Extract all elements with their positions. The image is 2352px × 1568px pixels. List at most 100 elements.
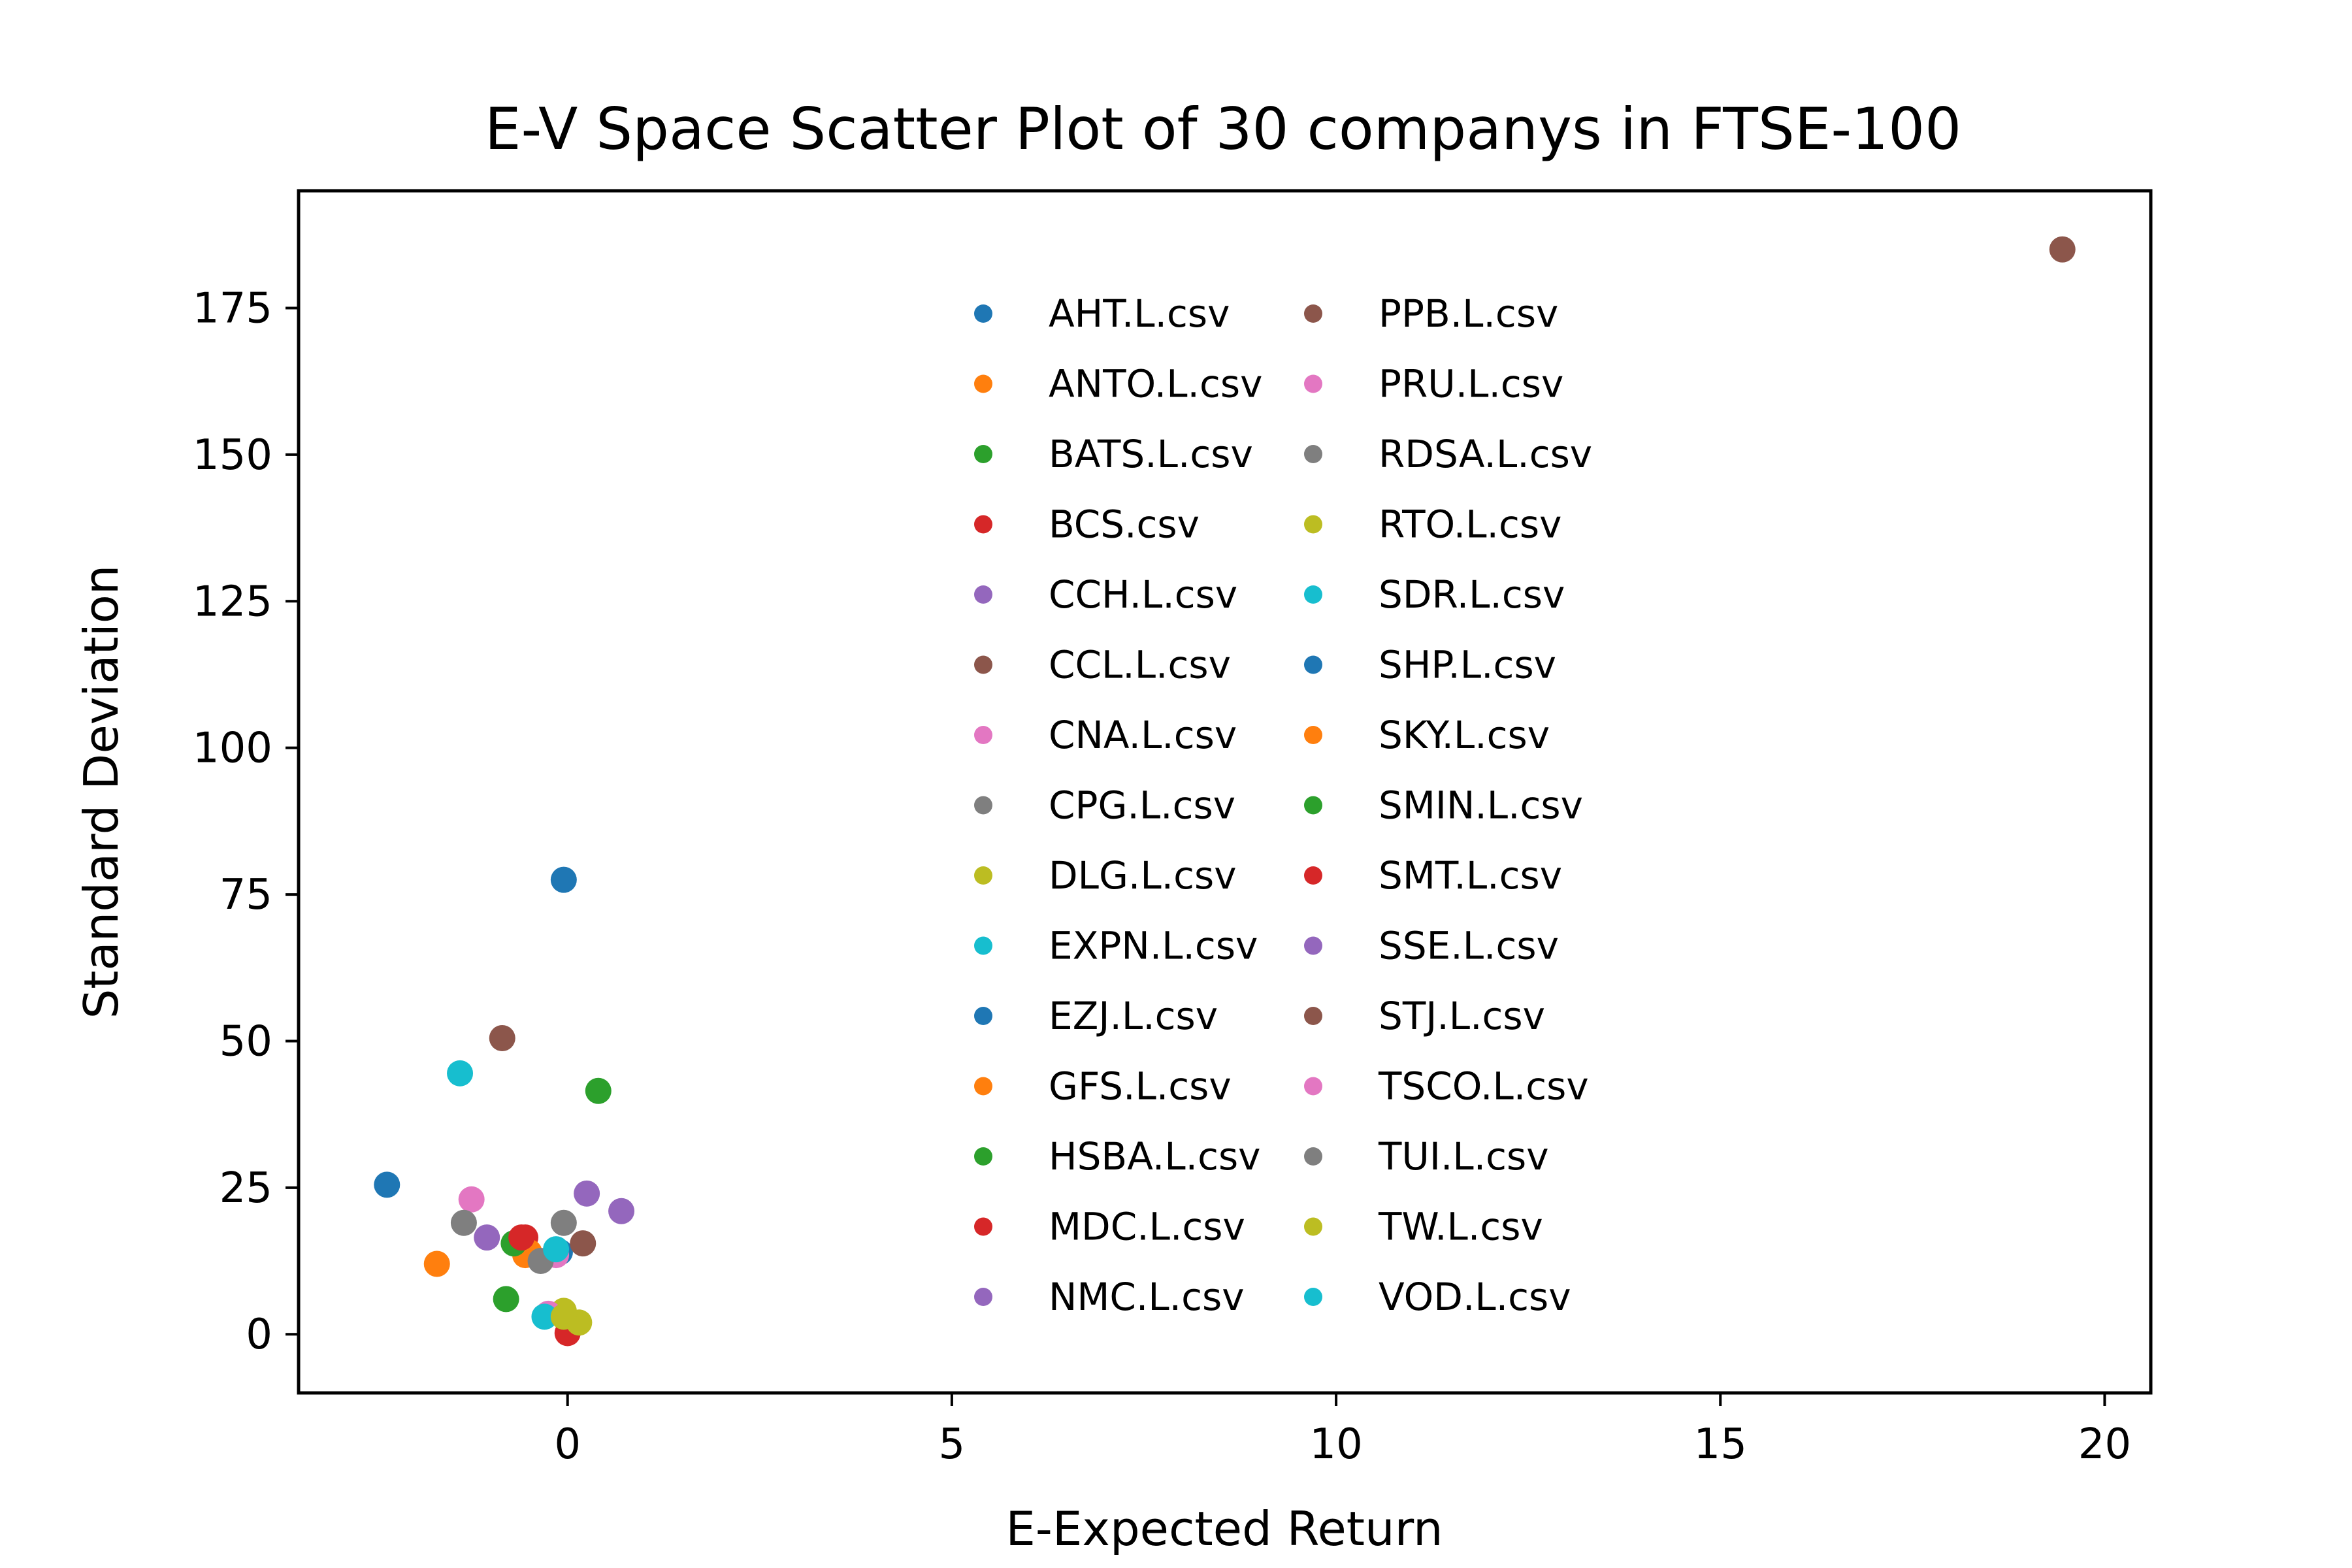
legend-label: HSBA.L.csv [1049,1134,1261,1179]
legend-label: BATS.L.csv [1049,432,1253,476]
data-point [543,1236,570,1263]
data-point [450,1209,477,1236]
legend-marker [1304,796,1322,815]
x-tick-label: 5 [939,1420,966,1469]
scatter-points [374,236,2076,1347]
legend-label: RDSA.L.csv [1379,432,1592,476]
data-point [474,1224,500,1251]
data-point [585,1077,612,1104]
legend-marker [974,1147,992,1166]
legend-label: NMC.L.csv [1049,1275,1245,1319]
data-point [608,1198,635,1224]
y-tick-label: 175 [193,285,272,333]
legend-marker [1304,1217,1322,1236]
legend-marker [1304,585,1322,604]
legend-label: SMIN.L.csv [1379,783,1583,828]
plot-area [297,189,2153,1395]
legend-marker [1304,866,1322,885]
legend-label: SKY.L.csv [1379,713,1550,757]
legend-label: TUI.L.csv [1378,1134,1549,1179]
legend-marker [974,1077,992,1096]
legend-label: BCS.csv [1049,502,1200,547]
legend-label: SHP.L.csv [1379,643,1556,687]
legend-label: ANTO.L.csv [1049,362,1262,406]
legend-label: EXPN.L.csv [1049,924,1258,968]
legend-marker [974,304,992,323]
x-tick-label: 15 [1694,1420,1747,1469]
legend-marker [974,936,992,955]
data-point [458,1186,485,1213]
data-point [531,1303,558,1330]
legend-marker [974,515,992,534]
data-point [550,866,577,893]
legend-marker [974,585,992,604]
y-axis-ticks: 0 25 50 75 100 125 150 175 [193,285,299,1359]
legend-marker [974,374,992,393]
data-point [508,1224,535,1251]
legend-marker [1304,936,1322,955]
legend-label: CPG.L.csv [1049,783,1235,828]
x-tick-label: 20 [2078,1420,2131,1469]
legend-label: CCL.L.csv [1049,643,1231,687]
y-tick-label: 150 [193,431,272,480]
data-point [550,1303,577,1330]
legend-label: AHT.L.csv [1049,291,1230,336]
y-tick-label: 125 [193,578,272,626]
legend-marker [974,1217,992,1236]
legend-marker [974,726,992,744]
legend-marker [974,1007,992,1025]
legend-label: PRU.L.csv [1379,362,1563,406]
legend-label: TW.L.csv [1378,1205,1543,1249]
legend-label: PPB.L.csv [1379,291,1558,336]
data-point [493,1286,519,1313]
data-point [374,1171,400,1198]
data-point [447,1060,474,1086]
legend-marker [1304,304,1322,323]
legend-label: SSE.L.csv [1379,924,1559,968]
y-axis-label: Standard Deviation [74,565,129,1019]
legend-label: RTO.L.csv [1379,502,1561,547]
x-axis-label: E-Expected Return [1005,1501,1443,1556]
legend-marker [1304,515,1322,534]
legend-label: EZJ.L.csv [1049,994,1218,1038]
legend-label: STJ.L.csv [1379,994,1545,1038]
y-tick-label: 25 [220,1164,272,1213]
legend-marker [974,866,992,885]
legend-marker [1304,1007,1322,1025]
data-point [570,1230,596,1257]
data-point [2049,236,2076,263]
legend: AHT.L.csv ANTO.L.csv BATS.L.csv BCS.csv CCH.… [974,291,1592,1319]
data-point [550,1209,577,1236]
legend-marker [1304,1077,1322,1096]
legend-label: TSCO.L.csv [1378,1064,1589,1109]
legend-marker [974,796,992,815]
legend-label: MDC.L.csv [1049,1205,1245,1249]
x-tick-label: 0 [554,1420,581,1469]
legend-marker [974,655,992,674]
legend-marker [1304,1147,1322,1166]
legend-marker [1304,726,1322,744]
data-point [489,1024,515,1051]
y-tick-label: 50 [220,1017,272,1066]
data-point [423,1250,450,1277]
legend-label: SDR.L.csv [1379,572,1565,617]
legend-marker [1304,1288,1322,1306]
legend-label: CNA.L.csv [1049,713,1237,757]
x-tick-label: 10 [1309,1420,1362,1469]
legend-marker [974,445,992,463]
data-point [574,1180,600,1207]
legend-marker [974,1288,992,1306]
legend-label: VOD.L.csv [1379,1275,1571,1319]
legend-marker [1304,374,1322,393]
y-tick-label: 75 [220,871,272,919]
legend-label: SMT.L.csv [1379,853,1562,898]
legend-marker [1304,445,1322,463]
legend-label: GFS.L.csv [1049,1064,1232,1109]
y-tick-label: 0 [246,1311,272,1359]
legend-label: CCH.L.csv [1049,572,1237,617]
x-axis-ticks: 0 5 10 15 20 [554,1393,2131,1469]
legend-label: DLG.L.csv [1049,853,1237,898]
y-tick-label: 100 [193,725,272,773]
legend-marker [1304,655,1322,674]
